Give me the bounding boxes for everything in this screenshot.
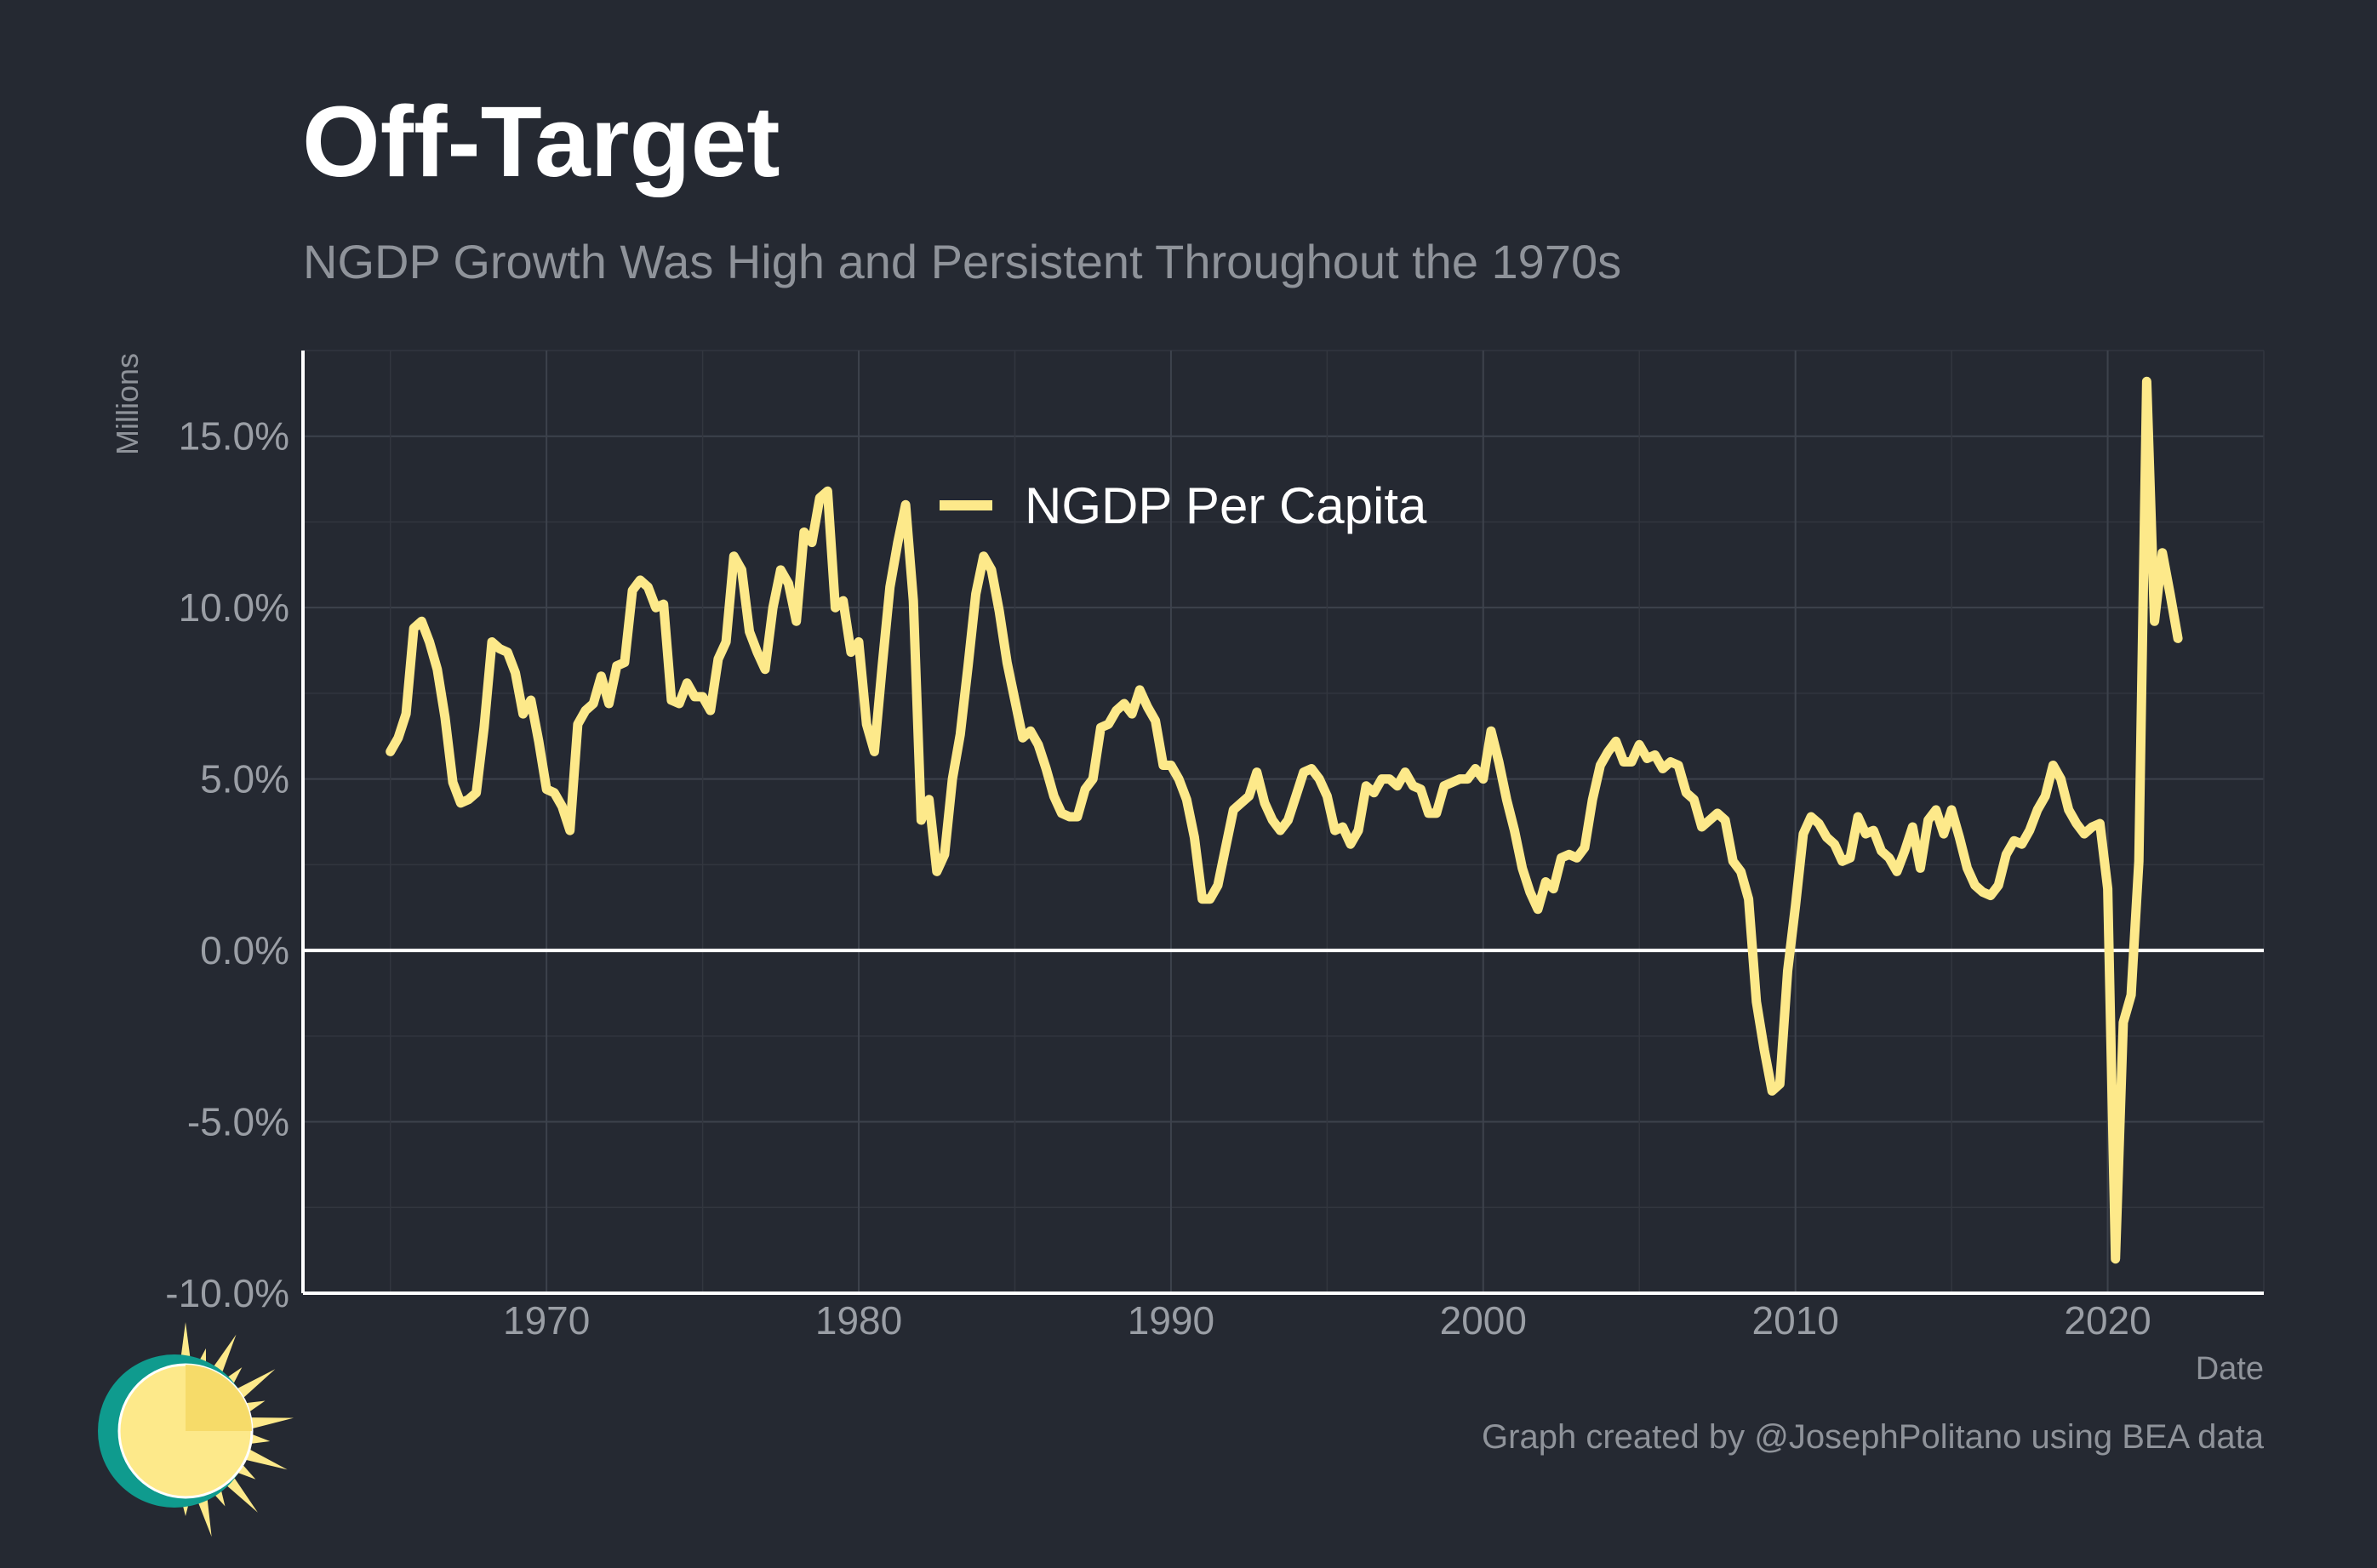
y-tick-label: 0.0% [200, 928, 289, 972]
sun-logo [98, 1322, 294, 1537]
x-tick-label: 1980 [815, 1298, 902, 1343]
y-tick-label: -10.0% [165, 1271, 289, 1315]
y-tick-label: 15.0% [179, 414, 289, 459]
x-tick-labels: 1970 1980 1990 2000 2010 2020 [503, 1298, 2151, 1343]
legend: NGDP Per Capita [940, 477, 1427, 534]
x-tick-label: 2020 [2064, 1298, 2151, 1343]
sun-ray [238, 1445, 288, 1470]
chart-subtitle: NGDP Growth Was High and Persistent Thro… [303, 235, 1622, 288]
x-axis-label: Date [2195, 1351, 2264, 1387]
chart-axes [301, 351, 2264, 1295]
x-tick-label: 2010 [1752, 1298, 1839, 1343]
x-tick-label: 1970 [503, 1298, 590, 1343]
series-lines [386, 376, 2183, 1264]
sun-ray [243, 1417, 294, 1431]
logo-sun-wedge [186, 1365, 252, 1431]
x-tick-label: 2000 [1440, 1298, 1527, 1343]
y-axis-label: Millions [110, 352, 145, 456]
y-tick-label: -5.0% [187, 1100, 289, 1144]
y-axis-label-wrap: Millions [104, 340, 151, 468]
y-tick-labels: -10.0% -5.0% 0.0% 5.0% 10.0% 15.0% [165, 414, 289, 1315]
y-tick-label: 10.0% [179, 585, 289, 630]
legend-label: NGDP Per Capita [1025, 477, 1427, 534]
chart-title: Off-Target [302, 86, 780, 198]
source-caption: Graph created by @JosephPolitano using B… [1482, 1418, 2264, 1456]
x-tick-label: 1990 [1128, 1298, 1214, 1343]
series-line-ngdp-per-capita [386, 376, 2183, 1264]
y-tick-label: 5.0% [200, 757, 289, 801]
